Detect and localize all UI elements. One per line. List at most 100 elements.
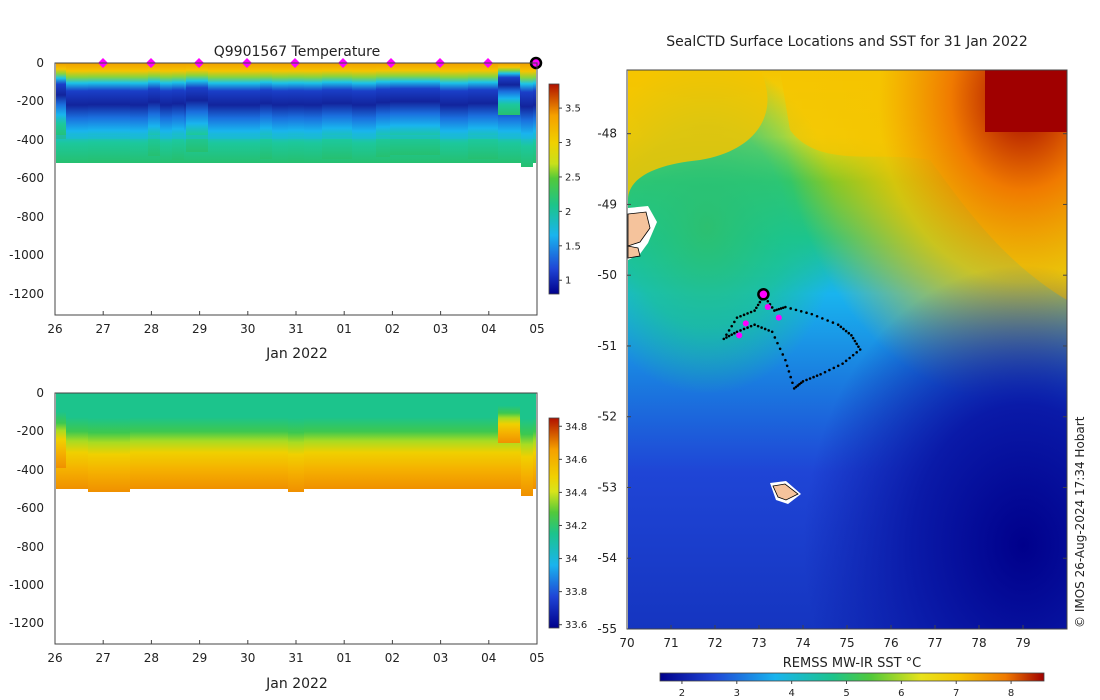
x-tick-label: 02	[385, 651, 400, 665]
track-point	[733, 331, 736, 335]
island-heard-south	[627, 245, 641, 259]
x-tick-label: 30	[240, 322, 255, 336]
temperature-column	[260, 63, 272, 159]
track-point	[749, 310, 753, 314]
track-point	[796, 384, 800, 387]
sst-field	[627, 70, 1067, 629]
island-mcdonald	[772, 483, 799, 501]
x-tick-label: 70	[619, 636, 634, 650]
x-tick-label: 04	[481, 322, 496, 336]
track-point	[725, 336, 728, 339]
track-point	[727, 329, 731, 332]
track-point	[770, 330, 774, 334]
track-point	[853, 339, 857, 343]
y-tick-label: -49	[597, 197, 617, 211]
map-x-axis: 70 71 72 73 74 75 76 77 78 79	[619, 625, 1031, 650]
track-point	[801, 380, 805, 383]
track-point	[735, 316, 739, 319]
salinity-y-axis: 0 -200 -400 -600 -800 -1000 -1200	[9, 386, 44, 630]
current-position-marker	[757, 288, 770, 301]
y-tick-label: -1000	[9, 578, 44, 592]
track-point	[756, 324, 760, 328]
track-point	[798, 382, 801, 386]
x-tick-label: 02	[385, 322, 400, 336]
track-point	[746, 312, 749, 315]
temperature-colorbar: 1 1.5 2 2.5 3 3.5	[548, 83, 581, 295]
y-tick-label: -52	[597, 410, 617, 424]
track-point	[775, 308, 778, 312]
track-point	[746, 326, 749, 329]
x-tick-label: 27	[96, 322, 111, 336]
x-tick-label: 27	[96, 651, 111, 665]
temperature-colorbar-bar	[548, 83, 560, 295]
x-tick-label: 79	[1015, 636, 1030, 650]
track-point	[844, 359, 848, 363]
track-point	[847, 331, 851, 335]
sst-map-title: SealCTD Surface Locations and SST for 31…	[666, 34, 1027, 50]
x-tick-label: 01	[337, 322, 352, 336]
sst-cold-region	[628, 70, 1067, 629]
temperature-band	[56, 135, 536, 139]
x-tick-label: 73	[751, 636, 766, 650]
temperature-column	[376, 63, 390, 157]
sst-colorbar: REMSS MW-IR SST °C 2 3 4 5 6 7 8	[659, 656, 1045, 699]
track-point	[832, 366, 836, 370]
salinity-section-columns	[56, 393, 536, 496]
colorbar-tick-label: 2	[679, 688, 685, 699]
x-tick-label: 31	[288, 651, 303, 665]
y-tick-label: -55	[597, 622, 617, 636]
track-point	[789, 375, 792, 379]
track-point	[725, 333, 728, 336]
track-point	[756, 303, 760, 307]
track-point	[855, 342, 858, 346]
track-point	[758, 300, 762, 304]
y-tick-label: -200	[17, 94, 44, 108]
sst-colorbar-label: REMSS MW-IR SST °C	[783, 656, 922, 671]
temperature-y-axis: 0 -200 -400 -600 -800 -1000 -1200	[9, 56, 44, 301]
y-tick-label: -800	[17, 210, 44, 224]
y-tick-label: -400	[17, 463, 44, 477]
track-point	[819, 372, 822, 376]
colorbar-tick-label: 3.5	[565, 104, 581, 115]
track-point	[781, 306, 785, 310]
track-point	[766, 299, 770, 303]
track-point	[810, 312, 814, 316]
sst-colorbar-ticks: 2 3 4 5 6 7 8	[679, 681, 1014, 699]
track-point	[767, 329, 770, 332]
colorbar-tick-label: 1.5	[565, 241, 581, 252]
y-tick-label: 0	[36, 386, 44, 400]
salinity-column	[288, 393, 304, 492]
island-heard	[627, 211, 651, 247]
y-tick-label: -600	[17, 171, 44, 185]
y-tick-label: -54	[597, 551, 617, 565]
track-point	[858, 348, 862, 351]
salinity-column	[172, 393, 184, 489]
track-point	[749, 324, 753, 328]
y-tick-label: -51	[597, 339, 617, 353]
colorbar-tick-label: 8	[1008, 688, 1014, 699]
salinity-column	[468, 393, 498, 489]
x-tick-label: 01	[337, 651, 352, 665]
track-point	[841, 362, 844, 365]
track-point	[812, 375, 815, 379]
track-point	[773, 336, 777, 339]
y-tick-label: -400	[17, 133, 44, 147]
track-point	[828, 368, 831, 372]
track-point	[851, 353, 855, 357]
track-point	[799, 309, 803, 313]
salinity-x-axis-label: Jan 2022	[265, 676, 328, 692]
salinity-column	[88, 393, 130, 492]
y-tick-label: -800	[17, 540, 44, 554]
track-point	[722, 337, 726, 341]
y-tick-label: -1200	[9, 287, 44, 301]
salinity-column	[322, 393, 352, 489]
x-tick-label: 71	[663, 636, 678, 650]
y-tick-label: -50	[597, 268, 617, 282]
seal-track	[722, 288, 862, 390]
track-point	[773, 309, 776, 312]
x-tick-label: 29	[192, 651, 207, 665]
track-point	[792, 387, 796, 390]
track-point	[839, 325, 843, 329]
track-point	[805, 311, 808, 315]
